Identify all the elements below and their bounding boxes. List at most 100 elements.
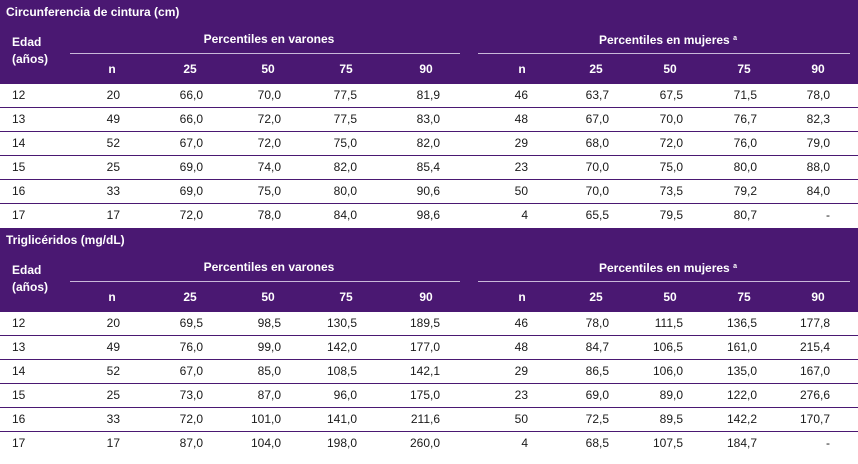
- mujeres-cell: 78,0: [585, 316, 609, 330]
- mujeres-cell: 23: [514, 388, 528, 402]
- varones-cell: 83,0: [416, 112, 440, 126]
- varones-cell: 175,0: [409, 388, 440, 402]
- varones-cell: 84,0: [333, 208, 357, 222]
- varones-cell: 69,0: [179, 184, 203, 198]
- table-body: 12 20 66,0 70,0 77,5 81,9 46 63,7 67,5 71,5 78,0 13…: [0, 84, 858, 228]
- column-header-varones: 50: [261, 290, 275, 304]
- mujeres-cell: 184,7: [726, 436, 757, 450]
- mujeres-cell: 70,0: [585, 184, 609, 198]
- footnote-marker: a: [733, 35, 737, 42]
- varones-cell: 17: [106, 208, 120, 222]
- varones-cell: 52: [106, 364, 120, 378]
- column-header-varones: 90: [419, 62, 433, 76]
- table-title: Circunferencia de cintura (cm): [0, 0, 858, 24]
- mujeres-cell: 122,0: [726, 388, 757, 402]
- age-cell: 13: [12, 112, 26, 126]
- mujeres-cell: 78,0: [806, 88, 830, 102]
- varones-cell: 141,0: [326, 412, 357, 426]
- varones-cell: 20: [106, 88, 120, 102]
- mujeres-cell: 70,0: [585, 160, 609, 174]
- varones-cell: 130,5: [326, 316, 357, 330]
- mujeres-cell: 82,3: [806, 112, 830, 126]
- varones-cell: 189,5: [409, 316, 440, 330]
- mujeres-cell: 4: [521, 208, 528, 222]
- varones-cell: 142,0: [326, 340, 357, 354]
- table-row: 13 49 76,0 99,0 142,0 177,0 48 84,7 106,5 161,0 21…: [0, 336, 858, 360]
- mujeres-cell: 161,0: [726, 340, 757, 354]
- varones-cell: 260,0: [409, 436, 440, 450]
- table-row: 12 20 69,5 98,5 130,5 189,5 46 78,0 111,5 136,5 17…: [0, 312, 858, 336]
- edad-header: Edad (años): [12, 34, 48, 68]
- varones-cell: 25: [106, 160, 120, 174]
- age-cell: 16: [12, 184, 26, 198]
- varones-cell: 72,0: [179, 208, 203, 222]
- table-row: 13 49 66,0 72,0 77,5 83,0 48 67,0 70,0 76,7 82,3: [0, 108, 858, 132]
- table-row: 15 25 73,0 87,0 96,0 175,0 23 69,0 89,0 122,0 276,…: [0, 384, 858, 408]
- varones-cell: 66,0: [179, 112, 203, 126]
- table-row: 17 17 87,0 104,0 198,0 260,0 4 68,5 107,5 184,7 -: [0, 432, 858, 456]
- mujeres-cell: 76,7: [733, 112, 757, 126]
- edad-header-line: (años): [12, 52, 48, 66]
- varones-cell: 85,0: [257, 364, 281, 378]
- group-header-mujeres-label: Percentiles en mujeres: [599, 261, 730, 275]
- mujeres-cell: 72,5: [585, 412, 609, 426]
- varones-cell: 82,0: [333, 160, 357, 174]
- edad-header-line: (años): [12, 280, 48, 294]
- mujeres-cell: 84,7: [585, 340, 609, 354]
- age-cell: 12: [12, 316, 26, 330]
- column-header-varones: 25: [183, 62, 197, 76]
- group-header-varones-label: Percentiles en varones: [203, 32, 335, 46]
- mujeres-cell: 84,0: [806, 184, 830, 198]
- varones-cell: 20: [106, 316, 120, 330]
- varones-cell: 77,5: [333, 112, 357, 126]
- table-section: Circunferencia de cintura (cm) Edad (años)…: [0, 0, 858, 228]
- varones-cell: 69,5: [179, 316, 203, 330]
- age-cell: 15: [12, 160, 26, 174]
- column-header-mujeres: 25: [589, 290, 603, 304]
- mujeres-cell: 142,2: [726, 412, 757, 426]
- column-header-mujeres: 50: [663, 290, 677, 304]
- varones-cell: 49: [106, 340, 120, 354]
- table-title: Triglicéridos (mg/dL): [0, 228, 858, 252]
- table-row: 16 33 69,0 75,0 80,0 90,6 50 70,0 73,5 79,2 84,0: [0, 180, 858, 204]
- varones-cell: 108,5: [326, 364, 357, 378]
- varones-cell: 75,0: [257, 184, 281, 198]
- varones-cell: 25: [106, 388, 120, 402]
- mujeres-cell: 4: [521, 436, 528, 450]
- mujeres-cell: 111,5: [654, 316, 683, 330]
- footnote-marker: a: [733, 263, 737, 270]
- edad-header-line: Edad: [12, 35, 42, 49]
- column-header-mujeres: n: [518, 290, 526, 304]
- varones-cell: 17: [106, 436, 120, 450]
- mujeres-cell: 46: [514, 316, 528, 330]
- varones-cell: 69,0: [179, 160, 203, 174]
- table-body: 12 20 69,5 98,5 130,5 189,5 46 78,0 111,5 136,5 17…: [0, 312, 858, 456]
- mujeres-cell: 76,0: [733, 136, 757, 150]
- group-underline-mujeres: [478, 281, 850, 282]
- age-cell: 14: [12, 136, 26, 150]
- group-underline-mujeres: [478, 53, 850, 54]
- column-header-varones: 50: [261, 62, 275, 76]
- varones-cell: 70,0: [257, 88, 281, 102]
- varones-cell: 67,0: [179, 136, 203, 150]
- varones-cell: 33: [106, 412, 120, 426]
- age-cell: 14: [12, 364, 26, 378]
- varones-cell: 85,4: [416, 160, 440, 174]
- mujeres-cell: 136,5: [726, 316, 757, 330]
- mujeres-cell: 48: [514, 112, 528, 126]
- mujeres-cell: 46: [514, 88, 528, 102]
- varones-cell: 211,6: [410, 412, 440, 426]
- mujeres-cell: 67,5: [659, 88, 683, 102]
- column-header-mujeres: 25: [589, 62, 603, 76]
- mujeres-cell: 86,5: [585, 364, 609, 378]
- varones-cell: 101,0: [250, 412, 281, 426]
- varones-cell: 49: [106, 112, 120, 126]
- mujeres-cell: 70,0: [659, 112, 683, 126]
- mujeres-cell: 65,5: [585, 208, 609, 222]
- mujeres-cell: -: [826, 208, 830, 222]
- varones-cell: 72,0: [257, 112, 281, 126]
- table-header: Edad (años) Percentiles en varones n 25 50 75 9…: [0, 252, 858, 312]
- group-header-mujeres: Percentiles en mujeres a: [478, 252, 858, 282]
- mujeres-cell: 107,5: [652, 436, 683, 450]
